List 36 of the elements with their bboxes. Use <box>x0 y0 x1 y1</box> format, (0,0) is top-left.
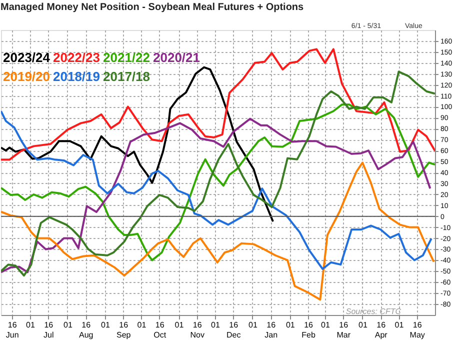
x-tick-label: 16 Jan <box>264 320 278 340</box>
x-tick-label: 01 <box>248 320 258 330</box>
text: 2020/21 <box>153 50 200 65</box>
x-tick-label: 16 Aug <box>79 320 94 340</box>
x-tick-label: 16 Nov <box>190 320 204 340</box>
text: 2023/24 <box>3 50 51 65</box>
line-series <box>1 70 435 277</box>
x-tick-label: 01 <box>286 320 296 330</box>
x-tick-label: 16 Feb <box>302 320 316 340</box>
text: 2017/18 <box>103 69 150 84</box>
line-series <box>1 66 274 222</box>
x-tick-label: 16 Mar <box>336 320 351 340</box>
line-series <box>1 48 435 161</box>
chart-title: Managed Money Net Position - Soybean Meal Futures + Options <box>0 2 304 13</box>
text: 2019/20 <box>3 69 50 84</box>
annotation: Sources: CFTC <box>346 307 402 316</box>
text: 2021/22 <box>103 50 150 65</box>
text: 2022/23 <box>53 50 100 65</box>
line-series <box>1 162 435 301</box>
x-tick-label: 16 Oct <box>154 320 167 340</box>
x-tick-label: 16 Apr <box>374 320 388 340</box>
x-tick-label: 16 Sep <box>116 320 132 340</box>
x-tick-label: 01 <box>137 320 147 330</box>
x-tick-label: 01 <box>211 320 220 330</box>
x-tick-label: 01 <box>101 320 110 330</box>
x-tick-label: 16 May <box>410 320 425 340</box>
x-tick-label: 01 <box>358 320 368 330</box>
x-tick-label: 16 Jun <box>6 320 19 340</box>
x-tick-label: 01 <box>321 320 330 330</box>
x-tick-label: 01 <box>174 320 184 330</box>
x-tick-label: 01 <box>394 320 404 330</box>
x-tick-label: 16 Jul <box>44 320 54 340</box>
x-tick-label: 01 <box>26 320 36 330</box>
text: 2018/19 <box>53 69 100 84</box>
x-tick-label: 01 <box>64 320 73 330</box>
x-tick-label: 16 Dec <box>226 320 241 340</box>
